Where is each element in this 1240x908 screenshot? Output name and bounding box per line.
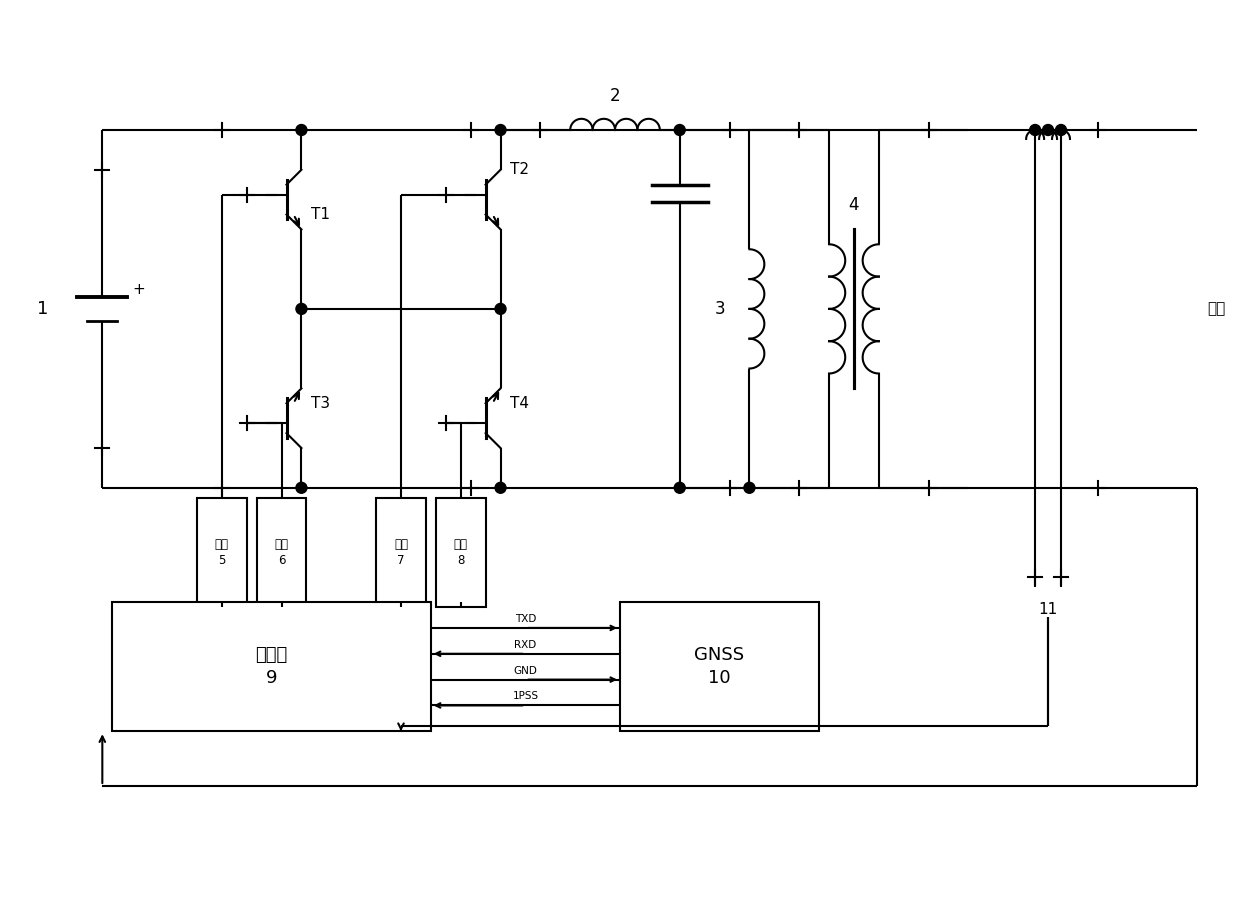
Text: T4: T4 [511,396,529,410]
Text: 1: 1 [37,300,48,318]
Text: 单片机
9: 单片机 9 [255,646,288,687]
Text: 11: 11 [1038,602,1058,617]
Circle shape [675,482,686,493]
Text: T3: T3 [311,396,331,410]
Circle shape [296,124,308,135]
Text: 驱动
8: 驱动 8 [454,538,467,567]
Text: TXD: TXD [515,614,536,624]
Text: 4: 4 [848,196,859,214]
Text: 输出: 输出 [1208,301,1225,316]
Text: 驱动
5: 驱动 5 [215,538,229,567]
Circle shape [296,303,308,314]
FancyBboxPatch shape [376,498,425,607]
Circle shape [1029,124,1040,135]
Circle shape [1055,124,1066,135]
Text: T1: T1 [311,207,330,222]
Text: 3: 3 [714,300,725,318]
Circle shape [675,124,686,135]
FancyBboxPatch shape [197,498,247,607]
Text: 驱动
7: 驱动 7 [394,538,408,567]
Text: 驱动
6: 驱动 6 [274,538,289,567]
Text: 1PSS: 1PSS [512,692,538,702]
FancyBboxPatch shape [257,498,306,607]
FancyBboxPatch shape [620,602,820,731]
Text: +: + [133,281,145,297]
Text: T2: T2 [511,163,529,177]
Text: GND: GND [513,666,537,676]
Circle shape [744,482,755,493]
Circle shape [1043,124,1054,135]
Text: 2: 2 [610,87,620,105]
Circle shape [296,482,308,493]
Text: GNSS
10: GNSS 10 [694,646,744,687]
Circle shape [495,303,506,314]
FancyBboxPatch shape [113,602,430,731]
Circle shape [495,124,506,135]
Text: RXD: RXD [515,640,537,650]
Circle shape [495,482,506,493]
FancyBboxPatch shape [435,498,486,607]
